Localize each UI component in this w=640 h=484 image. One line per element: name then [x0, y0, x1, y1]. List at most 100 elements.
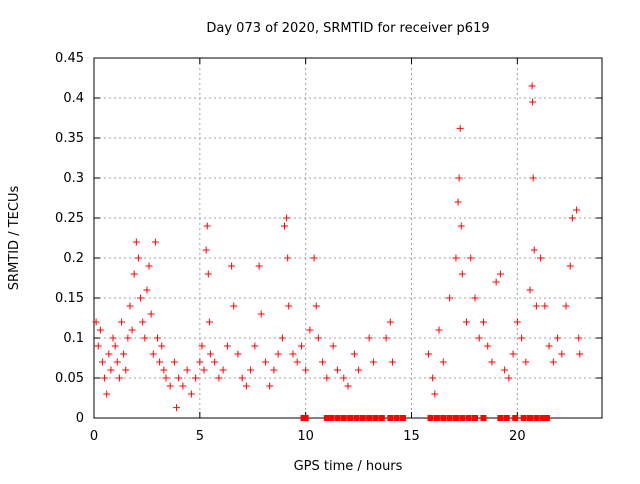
data-point — [162, 374, 170, 382]
data-point — [344, 382, 352, 390]
zero-marker — [472, 415, 478, 421]
data-point — [137, 294, 145, 302]
data-point — [242, 382, 250, 390]
data-point — [270, 366, 278, 374]
data-point — [158, 342, 166, 350]
data-point — [149, 350, 157, 358]
zero-marker — [353, 415, 360, 421]
data-point — [109, 334, 117, 342]
data-point — [382, 334, 390, 342]
data-point — [467, 254, 475, 262]
data-point — [319, 358, 327, 366]
data-point — [471, 294, 479, 302]
data-point — [285, 302, 293, 310]
data-point — [350, 350, 358, 358]
data-point — [251, 342, 259, 350]
zero-marker — [440, 415, 447, 421]
data-point — [454, 198, 462, 206]
data-point — [261, 358, 269, 366]
data-point — [128, 326, 136, 334]
data-point — [198, 342, 206, 350]
data-point — [139, 318, 147, 326]
data-point — [196, 358, 204, 366]
data-point — [365, 334, 373, 342]
data-point — [562, 302, 570, 310]
data-point — [107, 366, 115, 374]
data-point — [122, 366, 130, 374]
data-point — [130, 270, 138, 278]
data-point — [463, 318, 471, 326]
data-point — [484, 342, 492, 350]
data-point — [120, 350, 128, 358]
data-point — [92, 318, 100, 326]
data-point — [166, 382, 174, 390]
data-point — [215, 374, 223, 382]
data-point — [94, 342, 102, 350]
zero-marker — [433, 415, 440, 421]
x-tick-label: 20 — [509, 429, 526, 444]
data-point — [101, 374, 109, 382]
data-point — [274, 350, 282, 358]
data-point — [568, 214, 576, 222]
zero-marker — [543, 415, 550, 421]
data-point — [293, 358, 301, 366]
data-point — [479, 318, 487, 326]
data-point — [528, 82, 536, 90]
data-point — [143, 286, 151, 294]
zero-marker — [366, 415, 373, 421]
data-point — [549, 358, 557, 366]
zero-marker — [533, 415, 540, 421]
data-point — [278, 334, 286, 342]
data-point — [230, 302, 238, 310]
data-point — [314, 334, 322, 342]
data-point — [575, 334, 583, 342]
data-point — [103, 390, 111, 398]
data-point — [302, 366, 310, 374]
data-point — [446, 294, 454, 302]
data-point — [545, 342, 553, 350]
zero-marker — [372, 415, 379, 421]
data-point — [284, 254, 292, 262]
y-axis-label: SRMTID / TECUs — [7, 186, 22, 291]
data-point — [529, 98, 537, 106]
data-point — [113, 358, 121, 366]
zero-marker — [512, 415, 519, 421]
data-point — [281, 222, 288, 230]
data-point — [388, 358, 396, 366]
x-tick-label: 15 — [403, 429, 420, 444]
x-axis-label: GPS time / hours — [294, 459, 403, 474]
data-point — [289, 350, 297, 358]
data-point — [355, 366, 363, 374]
data-point — [126, 302, 134, 310]
zero-marker — [400, 415, 407, 421]
data-point — [496, 270, 504, 278]
data-point — [200, 366, 208, 374]
zero-marker — [347, 415, 354, 421]
y-tick-label: 0 — [76, 411, 84, 426]
data-point — [283, 214, 291, 222]
data-point — [234, 350, 242, 358]
y-tick-label: 0.05 — [55, 371, 84, 386]
data-point — [458, 270, 466, 278]
zero-marker — [378, 415, 385, 421]
data-point — [429, 374, 437, 382]
data-point — [151, 238, 159, 246]
data-point — [541, 302, 549, 310]
y-tick-label: 0.35 — [55, 131, 84, 146]
data-point — [205, 318, 213, 326]
zero-marker — [459, 415, 466, 421]
data-point — [192, 374, 200, 382]
data-point — [456, 124, 464, 132]
data-point — [206, 350, 214, 358]
data-point — [118, 318, 126, 326]
x-tick-label: 0 — [90, 429, 98, 444]
data-point — [257, 310, 265, 318]
data-point — [124, 334, 132, 342]
data-point — [147, 310, 155, 318]
data-point — [439, 358, 447, 366]
data-point — [98, 358, 106, 366]
data-point — [306, 326, 314, 334]
zero-marker — [465, 415, 472, 421]
